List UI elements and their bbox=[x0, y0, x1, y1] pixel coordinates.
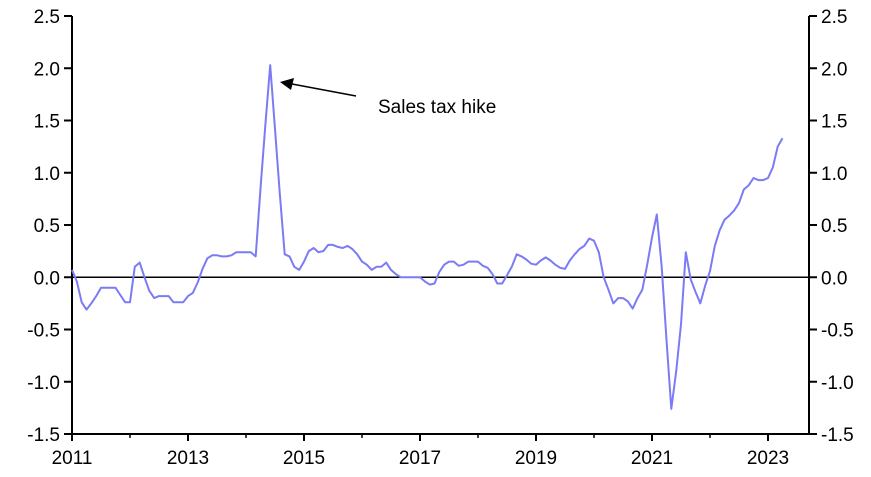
left-y-tick-label: 2.5 bbox=[34, 7, 60, 28]
left-y-tick-label: 2.0 bbox=[34, 59, 60, 80]
left-y-tick-label: 1.5 bbox=[34, 112, 60, 133]
left-y-tick-label: -0.5 bbox=[27, 321, 60, 342]
right-y-tick-label: 0.0 bbox=[821, 268, 847, 289]
annotation-text: Sales tax hike bbox=[378, 97, 496, 118]
x-tick-label: 2023 bbox=[747, 448, 789, 469]
right-y-tick-label: -1.0 bbox=[821, 373, 854, 394]
x-tick-label: 2021 bbox=[631, 448, 673, 469]
annotation-arrowhead bbox=[280, 78, 294, 90]
right-y-tick-label: 1.0 bbox=[821, 164, 847, 185]
right-y-tick-label: 1.5 bbox=[821, 112, 847, 133]
x-tick-label: 2011 bbox=[52, 448, 93, 469]
annotation: Sales tax hike bbox=[280, 78, 496, 118]
x-tick-label: 2013 bbox=[167, 448, 209, 469]
x-tick-label: 2015 bbox=[283, 448, 325, 469]
series-line bbox=[71, 64, 784, 410]
left-y-tick-label: -1.5 bbox=[27, 425, 60, 446]
tick-labels: -1.5 -1.5 -1.0 -1.0 -0.5 -0.5 0.0 0.0 0.5 0.5 1.0 1… bbox=[27, 7, 854, 469]
x-tick-label: 2019 bbox=[515, 448, 557, 469]
right-y-tick-label: -0.5 bbox=[821, 321, 854, 342]
left-y-tick-label: -1.0 bbox=[27, 373, 60, 394]
right-y-tick-label: 0.5 bbox=[821, 216, 847, 237]
left-y-tick-label: 0.0 bbox=[34, 268, 60, 289]
right-y-tick-label: -1.5 bbox=[821, 425, 854, 446]
axes bbox=[64, 15, 817, 441]
right-y-tick-label: 2.0 bbox=[821, 59, 847, 80]
left-y-tick-label: 1.0 bbox=[34, 164, 60, 185]
x-tick-label: 2017 bbox=[399, 448, 441, 469]
annotation-arrow-line bbox=[291, 83, 357, 97]
left-y-tick-label: 0.5 bbox=[34, 216, 60, 237]
right-y-tick-label: 2.5 bbox=[821, 7, 847, 28]
